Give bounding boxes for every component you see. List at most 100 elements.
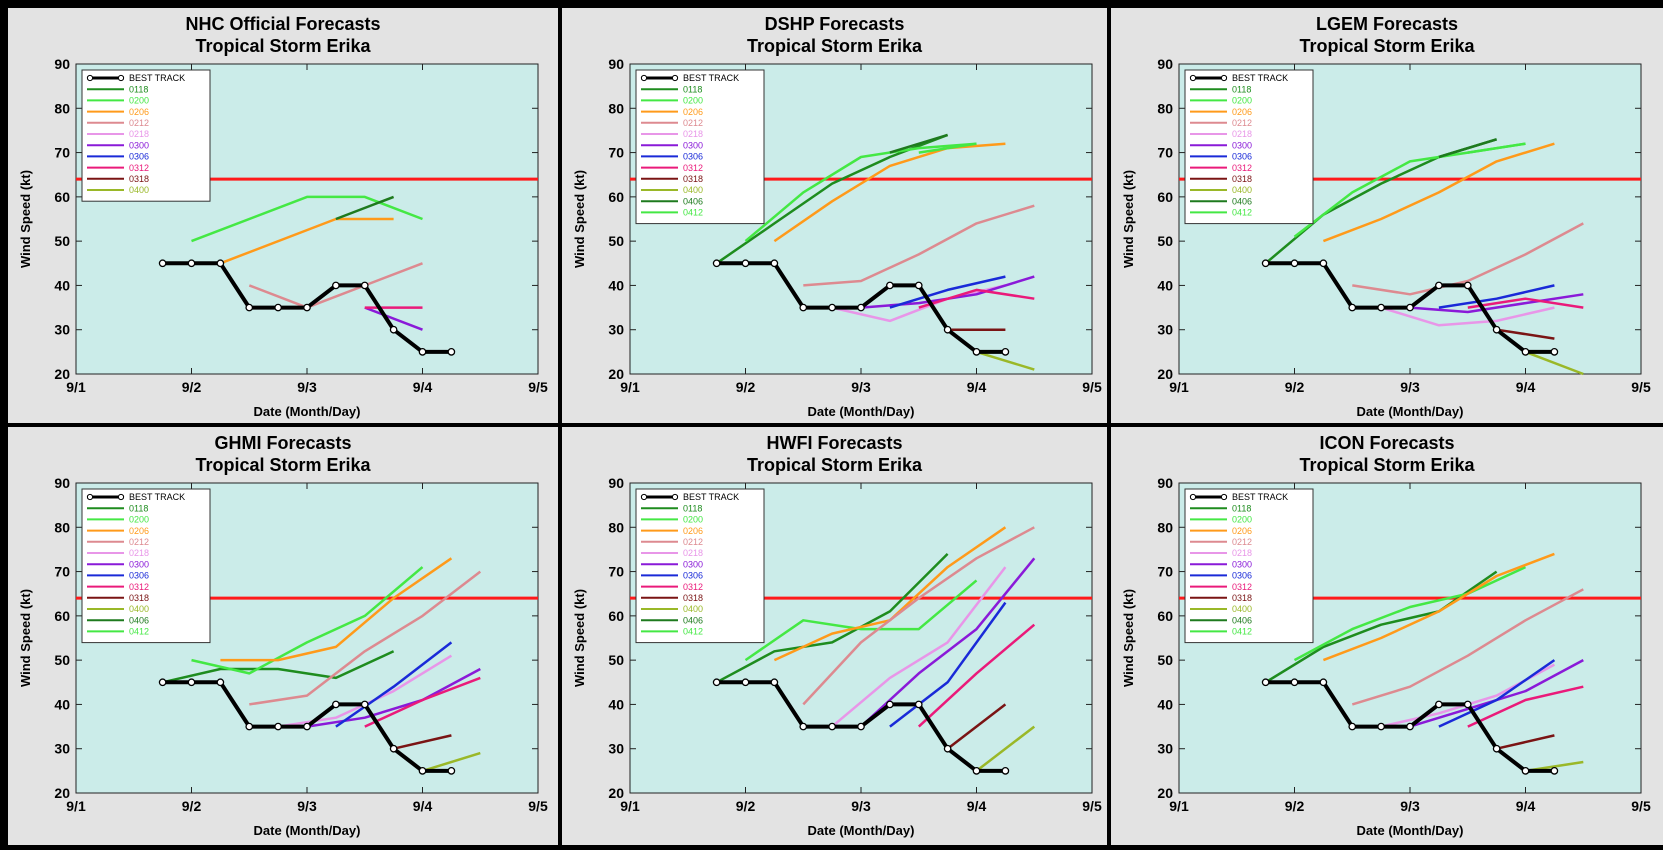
y-axis-label: Wind Speed (kt) bbox=[572, 170, 587, 268]
legend-label-0312: 0312 bbox=[1232, 582, 1252, 592]
legend-label-0306: 0306 bbox=[683, 571, 703, 581]
y-axis-label: Wind Speed (kt) bbox=[1121, 170, 1136, 268]
series-line-0218 bbox=[831, 566, 1007, 728]
legend-label-0212: 0212 bbox=[683, 537, 703, 547]
best-track-point bbox=[389, 744, 398, 753]
x-axis-label: Date (Month/Day) bbox=[254, 404, 361, 419]
best-track-point bbox=[187, 678, 196, 687]
legend-label-0200: 0200 bbox=[129, 515, 149, 525]
series-line-0212 bbox=[1351, 588, 1584, 706]
y-tick-label: 70 bbox=[608, 145, 624, 161]
x-tick-label: 9/1 bbox=[620, 379, 640, 395]
best-track-point bbox=[741, 678, 750, 687]
legend-label-0218: 0218 bbox=[683, 548, 703, 558]
chart-panel-hwfi: HWFI Forecasts Tropical Storm Erika 20 30 40… bbox=[562, 427, 1107, 845]
x-tick-label: 9/2 bbox=[736, 798, 756, 814]
legend-label-0206: 0206 bbox=[129, 526, 149, 536]
x-tick-label: 9/4 bbox=[413, 798, 433, 814]
y-tick-label: 80 bbox=[1157, 100, 1173, 116]
y-tick-label: 20 bbox=[1157, 785, 1173, 801]
x-axis-label: Date (Month/Day) bbox=[808, 404, 915, 419]
series-line-0318 bbox=[1496, 734, 1555, 750]
series-line-0312 bbox=[918, 288, 1035, 309]
series-line-0318 bbox=[946, 703, 1007, 750]
y-axis-label: Wind Speed (kt) bbox=[1121, 589, 1136, 687]
legend-label-0206: 0206 bbox=[1232, 526, 1252, 536]
chart-title: LGEM Forecasts bbox=[1316, 14, 1458, 34]
y-tick-label: 50 bbox=[1157, 652, 1173, 668]
best-track-point bbox=[799, 722, 808, 731]
y-axis-label: Wind Speed (kt) bbox=[18, 170, 33, 268]
x-tick-label: 9/2 bbox=[1285, 798, 1305, 814]
best-track-point bbox=[1348, 303, 1357, 312]
chart-subtitle: Tropical Storm Erika bbox=[747, 455, 923, 475]
series-line-0312 bbox=[917, 623, 1036, 728]
legend-box bbox=[1184, 488, 1314, 644]
series-line-0206 bbox=[773, 142, 1006, 243]
series-line-0406 bbox=[1438, 138, 1497, 159]
x-tick-label: 9/3 bbox=[851, 379, 871, 395]
series-line-0312 bbox=[1467, 297, 1584, 309]
y-tick-label: 50 bbox=[54, 233, 70, 249]
y-tick-label: 40 bbox=[1157, 277, 1173, 293]
legend-label-0312: 0312 bbox=[129, 163, 149, 173]
x-tick-label: 9/5 bbox=[1631, 798, 1651, 814]
legend-marker bbox=[86, 74, 94, 82]
best-track-point bbox=[332, 281, 340, 290]
best-track-point bbox=[886, 281, 894, 290]
legend-label-0406: 0406 bbox=[683, 615, 703, 625]
y-tick-label: 70 bbox=[1157, 564, 1173, 580]
x-tick-label: 9/5 bbox=[1082, 798, 1102, 814]
best-track-point bbox=[274, 722, 282, 731]
series-line-0412 bbox=[918, 142, 977, 154]
legend: BEST TRACK011802000206021202180300030603… bbox=[635, 69, 765, 225]
best-track-point bbox=[828, 303, 836, 312]
legend-label-0406: 0406 bbox=[1232, 615, 1252, 625]
best-track-point bbox=[1261, 678, 1270, 687]
x-tick-label: 9/5 bbox=[528, 379, 548, 395]
best-track-point bbox=[447, 767, 456, 775]
y-tick-label: 30 bbox=[608, 322, 624, 338]
y-tick-label: 90 bbox=[608, 56, 624, 72]
x-axis-label: Date (Month/Day) bbox=[1357, 823, 1464, 838]
y-axis-label: Wind Speed (kt) bbox=[572, 589, 587, 687]
x-tick-label: 9/3 bbox=[851, 798, 871, 814]
y-tick-label: 80 bbox=[608, 519, 624, 535]
series-line-0206 bbox=[1322, 552, 1555, 662]
best-track-point bbox=[770, 259, 779, 268]
best-track-point bbox=[770, 678, 779, 687]
x-tick-label: 9/2 bbox=[182, 379, 202, 395]
best-track-point bbox=[857, 722, 865, 731]
x-tick-label: 9/5 bbox=[1631, 379, 1651, 395]
legend-label-0218: 0218 bbox=[1232, 129, 1252, 139]
series-line-0406 bbox=[889, 133, 948, 154]
legend-label-0212: 0212 bbox=[1232, 118, 1252, 128]
legend-label-best-track: BEST TRACK bbox=[1232, 73, 1288, 83]
series-line-0200 bbox=[191, 566, 424, 675]
legend-label-best-track: BEST TRACK bbox=[129, 492, 185, 502]
series-line-0118 bbox=[162, 650, 395, 684]
legend-marker bbox=[1189, 493, 1197, 501]
best-track-point bbox=[216, 678, 225, 687]
legend-box bbox=[635, 488, 765, 644]
x-tick-label: 9/1 bbox=[66, 798, 86, 814]
best-track-point bbox=[158, 678, 167, 687]
legend-label-0318: 0318 bbox=[129, 174, 149, 184]
legend-box bbox=[1184, 69, 1314, 225]
legend-label-0200: 0200 bbox=[1232, 96, 1252, 106]
best-track-point bbox=[447, 348, 456, 356]
legend-marker bbox=[86, 493, 94, 501]
x-tick-label: 9/4 bbox=[1516, 379, 1536, 395]
legend-marker bbox=[640, 493, 648, 501]
y-tick-label: 20 bbox=[54, 366, 70, 382]
legend-label-0300: 0300 bbox=[683, 140, 703, 150]
best-track-point bbox=[1492, 325, 1501, 334]
best-track-point bbox=[1550, 348, 1559, 356]
legend-label-0206: 0206 bbox=[683, 526, 703, 536]
y-tick-label: 60 bbox=[54, 189, 70, 205]
legend-label-0218: 0218 bbox=[129, 548, 149, 558]
series-line-0306 bbox=[889, 275, 1006, 309]
